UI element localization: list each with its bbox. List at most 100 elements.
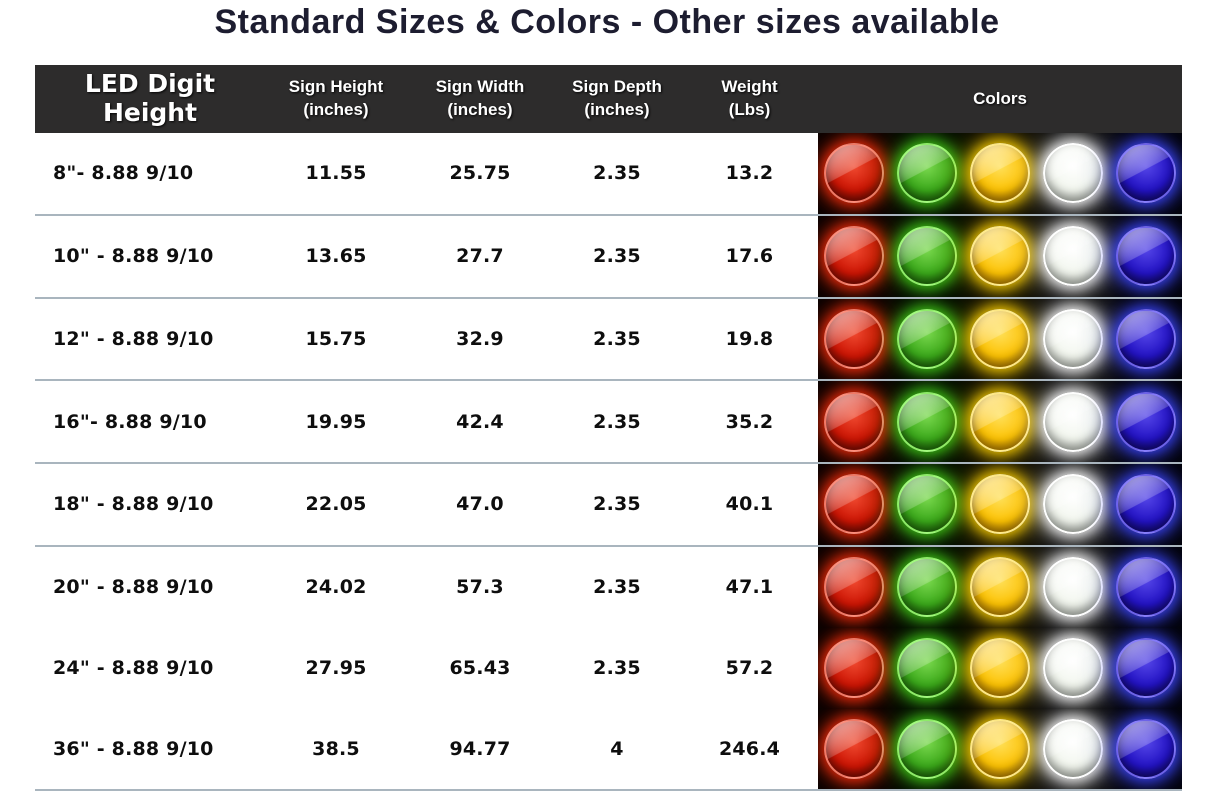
header-label: Colors bbox=[973, 88, 1027, 108]
cell-digit-height: 24" - 8.88 9/10 bbox=[53, 656, 214, 679]
cell-colors bbox=[818, 133, 1182, 214]
header-label: Sign Height bbox=[288, 77, 384, 97]
cell-weight: 19.8 bbox=[725, 327, 774, 350]
led-red-icon bbox=[824, 474, 885, 535]
led-yellow-icon bbox=[969, 143, 1030, 204]
cell-sign-height: 13.65 bbox=[305, 245, 367, 268]
led-red-icon bbox=[824, 143, 885, 204]
led-green-icon bbox=[897, 474, 958, 535]
led-white-icon bbox=[1042, 308, 1103, 369]
cell-sign-depth: 2.35 bbox=[593, 245, 641, 268]
table-row: 20" - 8.88 9/10 24.02 57.3 2.35 47.1 bbox=[35, 546, 1182, 628]
cell-colors bbox=[818, 381, 1182, 462]
led-yellow-icon bbox=[969, 308, 1030, 369]
header-label: Sign Depth bbox=[572, 77, 662, 97]
led-yellow-icon bbox=[969, 226, 1030, 287]
header-led-digit-height: LED Digit Height bbox=[35, 69, 265, 128]
cell-sign-height: 27.95 bbox=[305, 656, 367, 679]
cell-digit-height: 20" - 8.88 9/10 bbox=[53, 576, 214, 599]
header-weight: Weight (Lbs) bbox=[681, 76, 818, 122]
cell-sign-width: 32.9 bbox=[456, 327, 504, 350]
cell-weight: 57.2 bbox=[725, 656, 774, 679]
header-label: Weight bbox=[721, 77, 778, 97]
cell-weight: 35.2 bbox=[725, 410, 774, 433]
led-red-icon bbox=[824, 718, 885, 779]
table-row: 12" - 8.88 9/10 15.75 32.9 2.35 19.8 bbox=[35, 298, 1182, 382]
header-sign-height: Sign Height (inches) bbox=[265, 76, 407, 122]
cell-sign-height: 24.02 bbox=[305, 576, 367, 599]
cell-digit-height: 16"- 8.88 9/10 bbox=[53, 410, 207, 433]
cell-sign-width: 42.4 bbox=[456, 410, 504, 433]
cell-sign-width: 94.77 bbox=[449, 737, 511, 760]
led-white-icon bbox=[1042, 557, 1103, 618]
led-yellow-icon bbox=[969, 391, 1030, 452]
header-unit: (inches) bbox=[447, 100, 513, 119]
cell-weight: 17.6 bbox=[725, 245, 774, 268]
cell-sign-depth: 2.35 bbox=[593, 162, 641, 185]
cell-digit-height: 36" - 8.88 9/10 bbox=[53, 737, 214, 760]
led-green-icon bbox=[897, 718, 958, 779]
table-header-row: LED Digit Height Sign Height (inches) Si… bbox=[35, 65, 1182, 133]
cell-colors bbox=[818, 464, 1182, 545]
cell-sign-height: 38.5 bbox=[312, 737, 360, 760]
cell-weight: 246.4 bbox=[718, 737, 781, 760]
cell-colors bbox=[818, 546, 1182, 628]
header-unit: (inches) bbox=[303, 100, 369, 119]
led-blue-icon bbox=[1115, 474, 1176, 535]
cell-sign-width: 65.43 bbox=[449, 656, 511, 679]
cell-sign-depth: 2.35 bbox=[593, 410, 641, 433]
led-green-icon bbox=[897, 308, 958, 369]
header-unit: (Lbs) bbox=[728, 100, 771, 119]
cell-digit-height: 8"- 8.88 9/10 bbox=[53, 162, 194, 185]
led-white-icon bbox=[1042, 718, 1103, 779]
led-green-icon bbox=[897, 143, 958, 204]
header-label: Sign Width bbox=[435, 77, 525, 97]
cell-colors bbox=[818, 627, 1182, 709]
cell-sign-depth: 2.35 bbox=[593, 576, 641, 599]
led-green-icon bbox=[897, 391, 958, 452]
cell-weight: 47.1 bbox=[725, 576, 774, 599]
cell-sign-width: 47.0 bbox=[456, 493, 504, 516]
table-row: 36" - 8.88 9/10 38.5 94.77 4 246.4 bbox=[35, 708, 1182, 789]
cell-sign-width: 27.7 bbox=[456, 245, 504, 268]
header-label: LED Digit Height bbox=[84, 69, 216, 127]
table-row: 24" - 8.88 9/10 27.95 65.43 2.35 57.2 bbox=[35, 627, 1182, 709]
cell-sign-depth: 2.35 bbox=[593, 656, 641, 679]
cell-digit-height: 12" - 8.88 9/10 bbox=[53, 327, 214, 350]
led-blue-icon bbox=[1115, 143, 1176, 204]
page-title: Standard Sizes & Colors - Other sizes av… bbox=[214, 3, 1000, 41]
led-white-icon bbox=[1042, 637, 1103, 698]
header-unit: (inches) bbox=[584, 100, 650, 119]
table-row: 16"- 8.88 9/10 19.95 42.4 2.35 35.2 bbox=[35, 381, 1182, 464]
cell-colors bbox=[818, 215, 1182, 297]
led-white-icon bbox=[1042, 226, 1103, 287]
cell-sign-height: 19.95 bbox=[305, 410, 367, 433]
cell-sign-depth: 2.35 bbox=[593, 493, 641, 516]
cell-digit-height: 18" - 8.88 9/10 bbox=[53, 493, 214, 516]
table-body: 8"- 8.88 9/10 11.55 25.75 2.35 13.2 10" … bbox=[35, 133, 1182, 789]
cell-digit-height: 10" - 8.88 9/10 bbox=[53, 245, 214, 268]
led-yellow-icon bbox=[969, 557, 1030, 618]
cell-weight: 40.1 bbox=[725, 493, 774, 516]
led-blue-icon bbox=[1115, 718, 1176, 779]
header-colors: Colors bbox=[818, 88, 1182, 111]
led-blue-icon bbox=[1115, 637, 1176, 698]
cell-sign-width: 57.3 bbox=[456, 576, 504, 599]
led-red-icon bbox=[824, 557, 885, 618]
header-sign-depth: Sign Depth (inches) bbox=[553, 76, 681, 122]
led-red-icon bbox=[824, 226, 885, 287]
cell-sign-height: 15.75 bbox=[305, 327, 367, 350]
cell-sign-depth: 4 bbox=[610, 737, 624, 760]
table-row: 10" - 8.88 9/10 13.65 27.7 2.35 17.6 bbox=[35, 215, 1182, 299]
led-green-icon bbox=[897, 557, 958, 618]
header-sign-width: Sign Width (inches) bbox=[407, 76, 553, 122]
cell-sign-height: 22.05 bbox=[305, 493, 367, 516]
led-red-icon bbox=[824, 308, 885, 369]
table-row: 8"- 8.88 9/10 11.55 25.75 2.35 13.2 bbox=[35, 133, 1182, 216]
led-green-icon bbox=[897, 637, 958, 698]
led-green-icon bbox=[897, 226, 958, 287]
cell-sign-height: 11.55 bbox=[305, 162, 367, 185]
led-blue-icon bbox=[1115, 226, 1176, 287]
led-yellow-icon bbox=[969, 637, 1030, 698]
